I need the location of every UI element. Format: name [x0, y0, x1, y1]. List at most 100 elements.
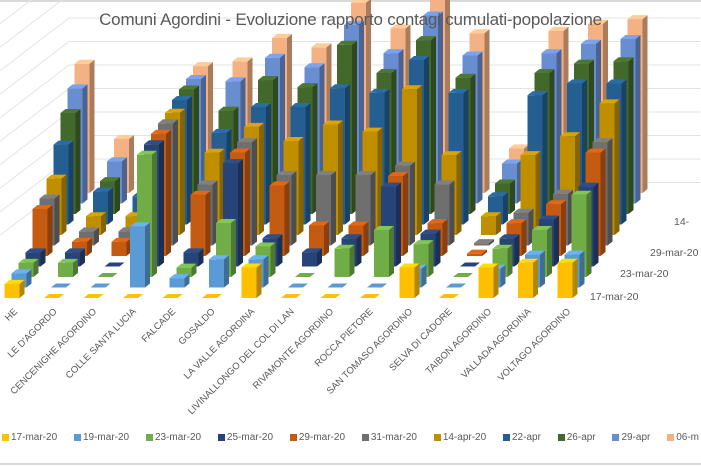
- category-label: LA VALLE AGORDINA: [182, 306, 258, 382]
- bar-23-mar-20-9: [374, 226, 394, 277]
- legend-swatch: [433, 434, 441, 441]
- bottom-border: [0, 463, 701, 465]
- bars: [4, 0, 648, 298]
- category-label: FALCADE: [140, 306, 178, 344]
- legend-item: 26-apr: [557, 432, 596, 443]
- legend-swatch: [503, 434, 510, 441]
- bar-19-mar-20-5: [209, 255, 229, 288]
- legend-swatch: [667, 434, 675, 441]
- category-label: GOSALDO: [177, 306, 218, 347]
- bar-29-mar-20-7: [309, 221, 329, 256]
- category-label: COLLE SANTA LUCIA: [64, 306, 139, 381]
- bar-17-mar-20-14: [557, 258, 578, 298]
- legend-item: 17-mar-20: [2, 432, 57, 443]
- bar-17-mar-20-7: [281, 294, 301, 298]
- legend-swatch: [73, 434, 81, 441]
- legend-label: 31-mar-20: [370, 432, 417, 443]
- bar-17-mar-20-8: [320, 294, 341, 298]
- legend-item: 29-mar-20: [289, 432, 346, 443]
- bar-19-mar-20-3: [130, 222, 150, 288]
- bar-23-mar-20-2: [97, 273, 118, 277]
- legend-swatch: [145, 434, 153, 441]
- legend-item: 06-m: [667, 432, 699, 443]
- bar-17-mar-20-9: [360, 294, 380, 298]
- legend-label: 29-apr: [621, 432, 651, 443]
- gridline-side: [0, 0, 63, 48]
- chart-title: Comuni Agordini - Evoluzione rapporto co…: [99, 10, 602, 29]
- depth-axis-labels: 17-mar-20 23-mar-20 29-mar-20 14-: [590, 216, 699, 303]
- legend-item: 29-apr: [612, 432, 650, 443]
- gridline-side: [0, 111, 70, 166]
- category-label: HE: [3, 306, 20, 323]
- bar-25-mar-20-4: [183, 248, 204, 267]
- bar-17-mar-20-11: [439, 294, 459, 298]
- legend-swatch: [557, 434, 565, 441]
- gridline-side: [0, 41, 70, 95]
- legend-item: 31-mar-20: [361, 432, 417, 443]
- legend-label: 22-apr: [512, 432, 541, 443]
- category-label: TAIBON AGORDINO: [424, 306, 494, 376]
- legend-swatch: [361, 434, 369, 441]
- bar-23-mar-20-4: [176, 263, 197, 277]
- legend-item: 25-mar-20: [217, 432, 274, 443]
- bar-17-mar-20-12: [478, 263, 499, 298]
- legend-label: 26-apr: [566, 432, 596, 443]
- category-label: VALLADA AGORDINA: [459, 306, 534, 381]
- bar-19-mar-20-1: [51, 283, 71, 288]
- bar-29-mar-20-2: [111, 237, 132, 256]
- bar-19-mar-20-4: [169, 274, 190, 288]
- depth-label: 29-mar-20: [650, 247, 699, 259]
- legend-label: 06-m: [676, 432, 699, 443]
- bar-25-mar-20-2: [104, 262, 125, 267]
- legend-swatch: [217, 434, 225, 441]
- legend-swatch: [612, 434, 620, 441]
- gridline-side: [0, 64, 70, 119]
- bar-31-mar-20-11: [474, 239, 494, 246]
- bar-29-mar-20-0: [32, 205, 53, 256]
- bar-19-mar-20-8: [327, 283, 348, 288]
- bar-19-mar-20-9: [367, 283, 387, 288]
- bar-17-mar-20-1: [44, 294, 64, 298]
- top-border: [0, 0, 701, 2]
- depth-label: 14-: [674, 216, 690, 228]
- bar-17-mar-20-3: [123, 294, 143, 298]
- legend-swatch: [289, 434, 297, 441]
- bar-17-mar-20-6: [241, 263, 262, 298]
- bar-23-mar-20-11: [453, 273, 473, 277]
- bar-17-mar-20-10: [399, 263, 420, 298]
- bar-19-mar-20-2: [90, 283, 111, 288]
- legend-label: 29-mar-20: [298, 432, 346, 443]
- legend: 17-mar-20 19-mar-20 23-mar-20 25-mar-20 29-m…: [0, 432, 701, 443]
- bar-19-mar-20-11: [446, 283, 466, 288]
- legend-item: 14-apr-20: [433, 432, 487, 443]
- legend-label: 14-apr-20: [442, 432, 487, 443]
- legend-label: 17-mar-20: [11, 432, 58, 443]
- bar-19-mar-20-7: [288, 283, 308, 288]
- bar-23-mar-20-1: [58, 258, 78, 277]
- gridline-side: [0, 88, 70, 142]
- legend-item: 22-apr: [503, 432, 541, 443]
- legend-item: 23-mar-20: [145, 432, 202, 443]
- legend-label: 25-mar-20: [226, 432, 274, 443]
- legend-swatch: [2, 434, 9, 441]
- bar-23-mar-20-8: [334, 244, 355, 277]
- legend-label: 23-mar-20: [154, 432, 202, 443]
- legend-label: 19-mar-20: [82, 432, 130, 443]
- bar-17-mar-20-4: [162, 294, 183, 298]
- gridline-side: [0, 0, 32, 25]
- bar-25-mar-20-7: [302, 248, 322, 267]
- bar-23-mar-20-7: [295, 273, 315, 277]
- gridline-side: [0, 17, 70, 72]
- bar-25-mar-20-11: [460, 262, 480, 267]
- bar-17-mar-20-13: [518, 258, 538, 298]
- depth-label: 17-mar-20: [590, 291, 639, 303]
- depth-label: 23-mar-20: [620, 268, 669, 280]
- bar-29-mar-20-11: [467, 249, 487, 256]
- bar-29-mar-20-4: [190, 190, 211, 256]
- bar-17-mar-20-2: [83, 294, 104, 298]
- category-label: RIVAMONTE AGORDINO: [251, 306, 336, 391]
- category-label: VOLTAGO AGORDINO: [496, 306, 573, 383]
